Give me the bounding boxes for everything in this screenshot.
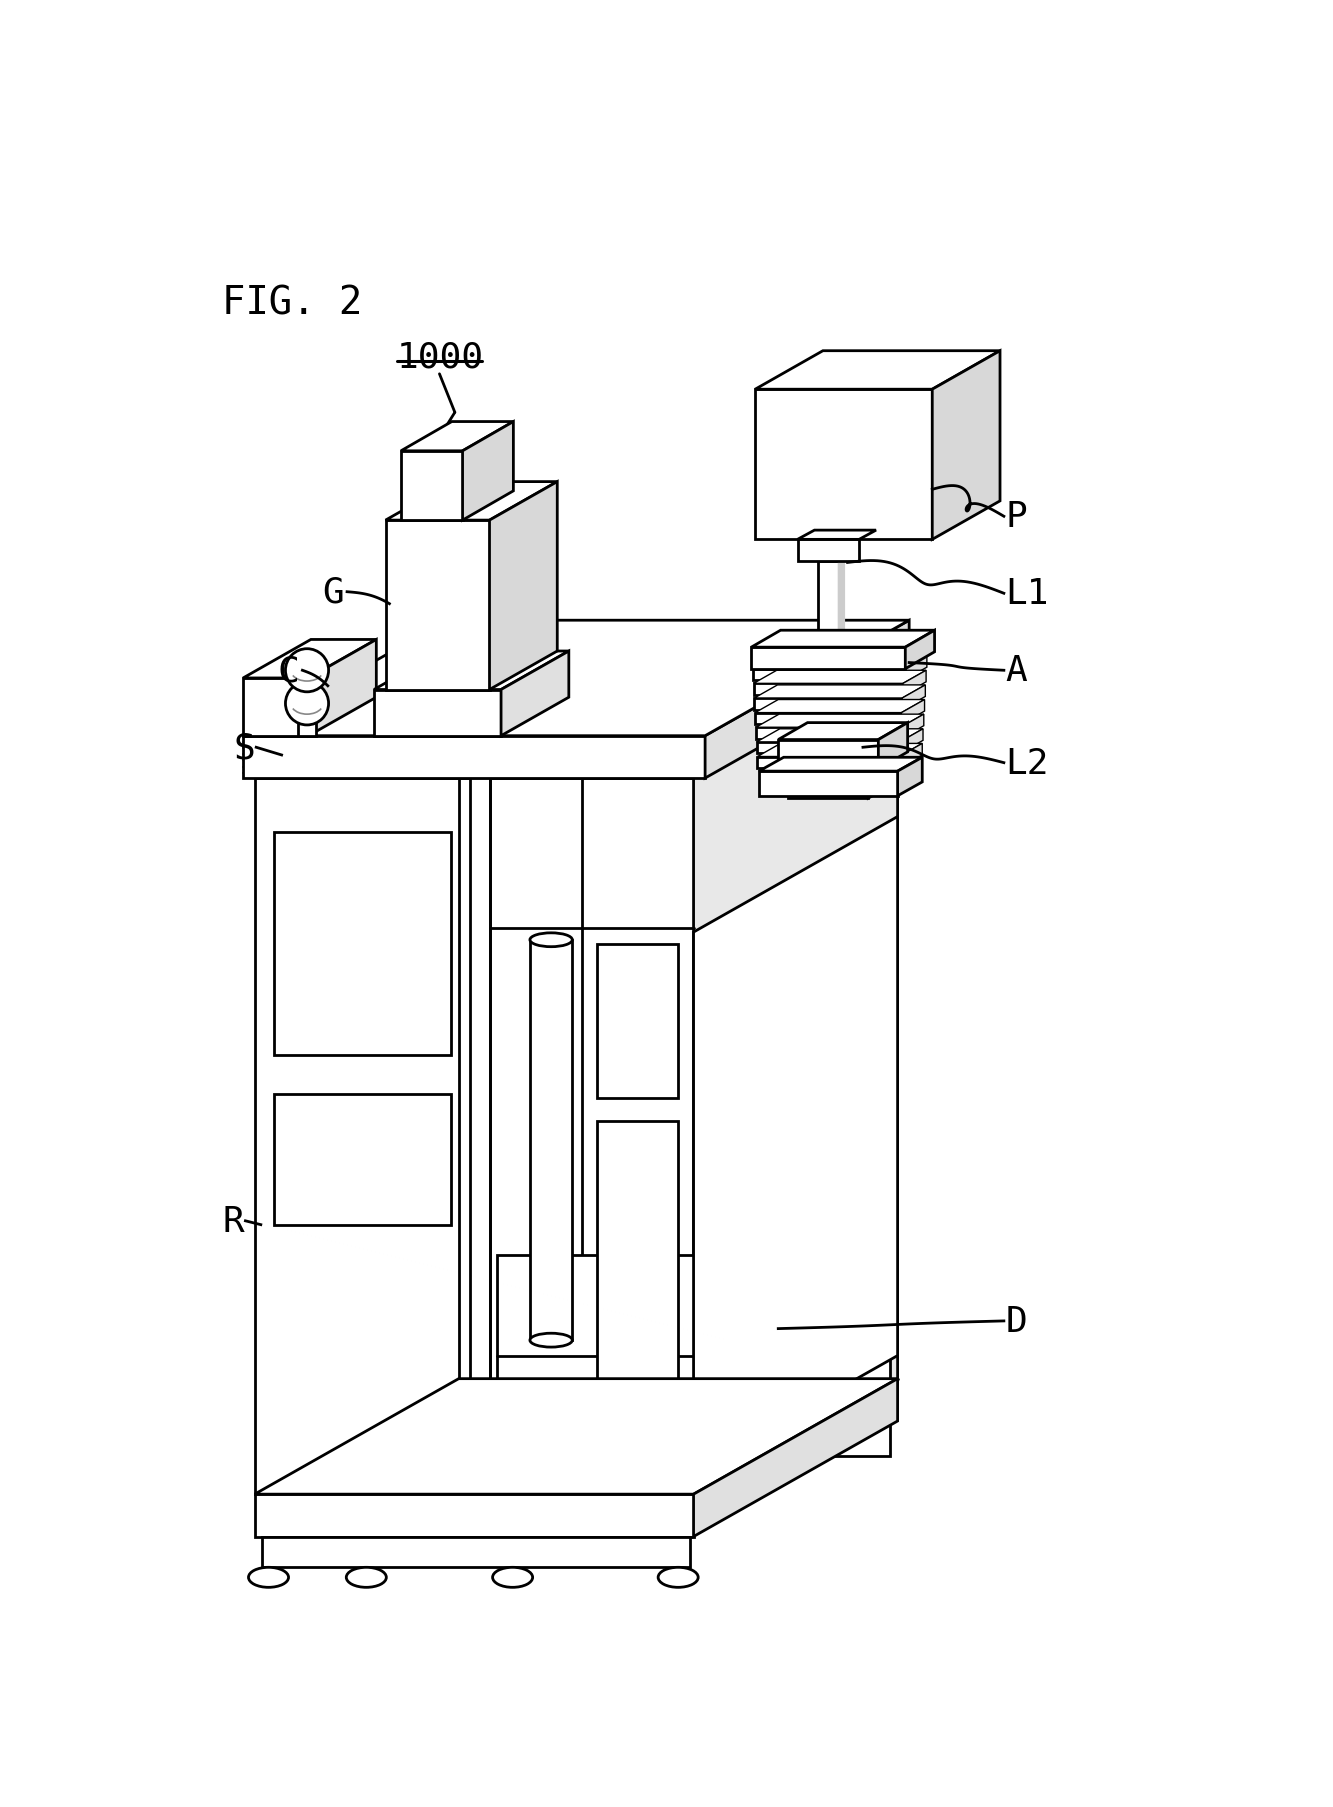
Ellipse shape: [659, 1567, 698, 1588]
Polygon shape: [753, 656, 926, 669]
Polygon shape: [758, 772, 897, 797]
Polygon shape: [757, 757, 900, 768]
Polygon shape: [385, 520, 489, 690]
Polygon shape: [297, 667, 316, 735]
Text: D: D: [1005, 1305, 1028, 1339]
Text: 1000: 1000: [397, 340, 484, 374]
Ellipse shape: [285, 683, 328, 726]
Polygon shape: [693, 663, 897, 1494]
Polygon shape: [797, 540, 858, 562]
Ellipse shape: [531, 1334, 572, 1348]
Polygon shape: [752, 647, 905, 669]
Polygon shape: [385, 482, 557, 520]
Polygon shape: [308, 640, 376, 735]
Polygon shape: [900, 744, 922, 768]
Polygon shape: [900, 730, 922, 754]
Polygon shape: [705, 622, 909, 779]
Polygon shape: [797, 531, 876, 540]
Polygon shape: [756, 714, 901, 725]
Text: L2: L2: [1005, 746, 1049, 781]
Polygon shape: [756, 699, 925, 714]
Polygon shape: [838, 558, 844, 694]
Polygon shape: [757, 730, 922, 743]
Polygon shape: [255, 663, 897, 779]
Polygon shape: [243, 622, 909, 735]
Text: S: S: [233, 730, 255, 764]
Polygon shape: [401, 452, 463, 520]
Ellipse shape: [448, 1509, 488, 1531]
Polygon shape: [901, 699, 925, 725]
Ellipse shape: [248, 1567, 288, 1588]
Ellipse shape: [595, 1509, 635, 1531]
Polygon shape: [757, 743, 900, 754]
Polygon shape: [756, 352, 1000, 390]
Polygon shape: [501, 652, 569, 735]
Text: R: R: [223, 1203, 244, 1238]
Text: G: G: [323, 575, 344, 609]
Polygon shape: [243, 679, 308, 735]
Polygon shape: [243, 735, 705, 779]
Polygon shape: [778, 723, 908, 741]
Ellipse shape: [285, 649, 328, 692]
Polygon shape: [756, 390, 932, 540]
Polygon shape: [243, 640, 376, 679]
Polygon shape: [868, 763, 893, 799]
Polygon shape: [693, 817, 897, 1471]
Text: FIG. 2: FIG. 2: [223, 284, 363, 322]
Polygon shape: [255, 779, 471, 1494]
Polygon shape: [497, 1256, 890, 1456]
Polygon shape: [901, 716, 924, 739]
Polygon shape: [401, 423, 513, 452]
Polygon shape: [756, 728, 901, 739]
Polygon shape: [878, 723, 908, 770]
Polygon shape: [897, 757, 922, 797]
Text: A: A: [1005, 654, 1028, 688]
Ellipse shape: [531, 932, 572, 947]
Polygon shape: [255, 1494, 693, 1536]
Polygon shape: [752, 631, 934, 647]
Polygon shape: [273, 833, 451, 1055]
Ellipse shape: [347, 1567, 387, 1588]
Polygon shape: [753, 670, 926, 685]
Polygon shape: [838, 737, 844, 797]
Polygon shape: [754, 685, 925, 699]
Polygon shape: [778, 741, 878, 770]
Text: L1: L1: [1005, 576, 1049, 611]
Polygon shape: [531, 940, 572, 1341]
Polygon shape: [489, 482, 557, 690]
Polygon shape: [754, 699, 902, 710]
Polygon shape: [902, 670, 926, 696]
Polygon shape: [489, 779, 693, 1494]
Polygon shape: [263, 1536, 689, 1567]
Polygon shape: [902, 685, 925, 710]
Polygon shape: [375, 652, 569, 690]
Text: C: C: [277, 654, 300, 688]
Polygon shape: [757, 744, 922, 757]
Ellipse shape: [493, 1567, 533, 1588]
Polygon shape: [817, 741, 838, 797]
Polygon shape: [905, 631, 934, 669]
Polygon shape: [463, 423, 513, 520]
Polygon shape: [693, 1379, 897, 1536]
Polygon shape: [375, 690, 501, 735]
Text: P: P: [1005, 501, 1028, 533]
Polygon shape: [753, 669, 904, 681]
Polygon shape: [788, 763, 893, 777]
Polygon shape: [788, 777, 868, 799]
Polygon shape: [753, 685, 902, 696]
Polygon shape: [758, 757, 922, 772]
Polygon shape: [273, 1095, 451, 1225]
Polygon shape: [597, 1120, 678, 1402]
Polygon shape: [932, 352, 1000, 540]
Polygon shape: [756, 716, 924, 728]
Polygon shape: [597, 943, 678, 1099]
Polygon shape: [255, 1379, 897, 1494]
Polygon shape: [904, 656, 926, 681]
Polygon shape: [817, 562, 838, 694]
